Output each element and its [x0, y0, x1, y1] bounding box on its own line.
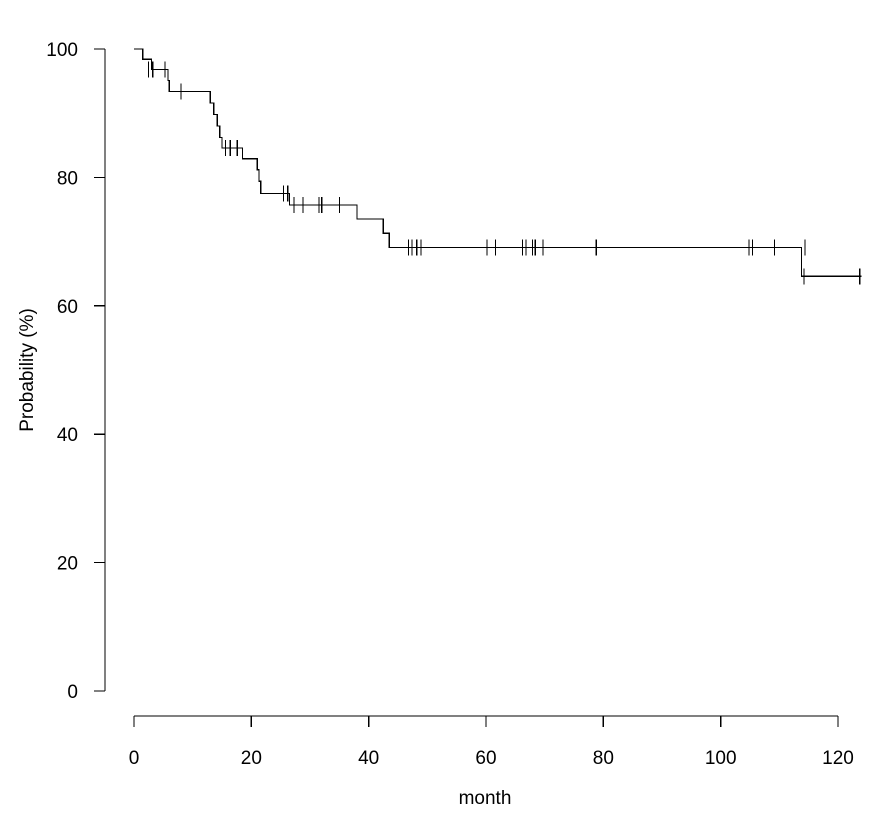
x-tick-label: 0: [129, 748, 140, 769]
x-tick-label: 100: [705, 748, 737, 769]
x-tick-label: 80: [593, 748, 614, 769]
y-axis-label: Probability (%): [17, 308, 38, 432]
y-tick-label: 100: [46, 40, 78, 61]
plot-area: [134, 48, 862, 285]
y-tick-label: 80: [57, 168, 78, 189]
y-tick-label: 20: [57, 554, 78, 575]
x-tick-label: 20: [241, 748, 262, 769]
x-axis-label: month: [459, 788, 512, 809]
x-axis: 0 20 40 60 80 100 120: [129, 715, 854, 769]
survival-curve: [134, 48, 862, 277]
y-axis: 0 20 40 60 80 100: [46, 40, 106, 703]
x-tick-label: 120: [822, 748, 854, 769]
x-tick-label: 60: [475, 748, 496, 769]
x-tick-label: 40: [358, 748, 379, 769]
y-tick-label: 60: [57, 297, 78, 318]
y-tick-label: 0: [67, 682, 78, 703]
y-tick-label: 40: [57, 425, 78, 446]
